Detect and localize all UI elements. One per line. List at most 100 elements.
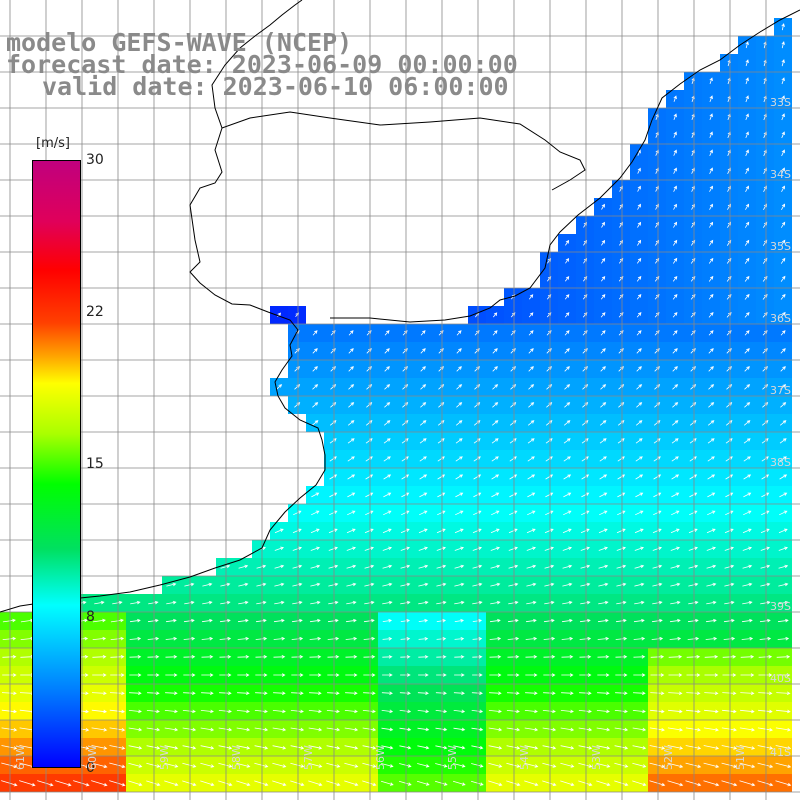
wind-arrow [471,691,483,695]
wind-arrow [309,636,322,641]
wind-arrow [309,618,321,623]
wind-arrow [599,456,607,462]
wind-arrow [686,709,701,714]
wind-arrow [528,366,534,372]
wind-arrow [616,582,627,587]
wind-arrow [742,528,752,534]
wind-arrow [326,762,341,768]
wind-arrow [673,131,677,138]
wind-arrow [506,709,520,714]
wind-arrow [704,709,719,714]
wind-arrow [560,745,575,750]
wind-arrow [778,528,788,534]
wind-arrow [255,673,268,677]
lat-label: 39S [770,600,791,613]
wind-arrow [672,348,678,354]
wind-arrow [780,311,786,318]
wind-arrow [524,780,539,787]
wind-arrow [708,348,714,354]
wind-arrow [510,366,516,372]
wind-arrow [633,655,646,659]
wind-arrow [91,727,108,732]
wind-arrow [600,276,606,282]
wind-arrow [668,655,683,659]
wind-arrow [781,203,786,210]
wind-arrow [402,366,408,372]
wind-arrow [580,546,590,551]
wind-arrow [745,149,749,157]
wind-arrow [92,618,106,623]
wind-arrow [507,636,520,641]
wind-arrow [344,709,358,714]
wind-arrow [745,185,749,192]
wind-arrow [745,167,749,174]
wind-arrow [344,727,359,732]
wind-arrow [437,510,446,516]
wind-arrow [721,780,738,787]
wind-arrow [579,691,592,695]
wind-arrow [435,691,447,695]
wind-arrow [564,348,570,354]
wind-arrow [579,618,591,623]
wind-arrow [672,366,678,372]
wind-arrow [709,113,713,121]
wind-arrow [509,492,518,498]
wind-arrow [775,727,791,732]
wind-arrow [673,221,678,228]
wind-arrow [579,636,592,641]
wind-arrow [218,762,233,768]
wind-arrow [455,438,463,444]
wind-arrow [724,564,735,569]
wind-arrow [200,745,215,750]
wind-arrow [579,655,592,659]
wind-arrow [418,600,429,605]
wind-arrow [703,727,719,732]
wind-arrow [542,709,556,714]
wind-arrow [726,384,733,390]
wind-arrow [219,673,232,677]
wind-arrow [272,762,287,768]
wind-arrow [544,600,555,605]
wind-arrow [507,618,519,623]
wind-arrow [347,474,356,480]
wind-arrow [781,41,785,49]
wind-arrow [565,239,570,246]
wind-arrow [561,636,574,641]
wind-arrow [543,673,556,677]
wind-arrow [383,456,391,462]
wind-arrow [707,492,716,498]
wind-arrow [546,384,553,390]
wind-arrow [510,384,517,390]
wind-arrow [543,636,556,641]
wind-arrow [276,384,283,390]
wind-arrow [471,745,484,750]
wind-arrow [649,762,666,768]
wind-arrow [597,636,610,641]
wind-arrow [745,95,749,103]
wind-arrow [348,348,354,354]
wind-arrow [599,510,608,516]
wind-arrow [745,77,749,85]
wind-arrow [91,709,108,714]
wind-arrow [615,691,628,695]
wind-arrow [637,203,641,210]
wind-arrow [780,366,786,372]
wind-arrow [760,564,771,569]
wind-arrow [670,582,681,587]
wind-arrow [757,762,774,768]
wind-arrow [632,727,647,732]
wind-arrow [220,564,231,569]
wind-arrow [364,600,375,605]
wind-arrow [347,510,356,516]
wind-arrow [563,474,572,480]
wind-arrow [147,691,160,695]
wind-arrow [400,618,411,623]
wind-arrow [291,636,304,641]
wind-arrow [578,745,593,750]
wind-arrow [165,691,178,695]
wind-arrow [438,348,444,354]
wind-arrow [654,366,660,372]
wind-arrow [508,546,518,551]
wind-arrow [294,384,301,390]
wind-arrow [220,582,231,587]
